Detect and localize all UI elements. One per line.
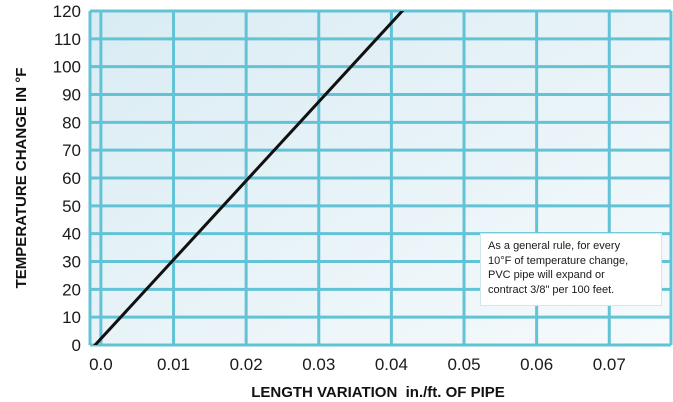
x-tick-label: 0.07	[593, 355, 626, 374]
annotation-line: As a general rule, for every	[488, 240, 621, 252]
series-line	[93, 11, 405, 345]
y-tick-label: 70	[62, 141, 81, 160]
y-tick-label: 0	[72, 336, 81, 355]
x-tick-label: 0.01	[157, 355, 190, 374]
x-tick-label: 0.0	[89, 355, 113, 374]
y-tick-label: 80	[62, 113, 81, 132]
x-tick-label: 0.04	[375, 355, 408, 374]
annotation-line: contract 3/8" per 100 feet.	[488, 283, 615, 296]
y-tick-label: 30	[62, 253, 81, 272]
y-tick-label: 120	[53, 2, 81, 21]
y-tick-label: 50	[62, 197, 81, 216]
y-tick-label: 60	[62, 169, 81, 188]
x-axis-label: LENGTH VARIATION in./ft. OF PIPE	[251, 384, 505, 401]
y-tick-label: 10	[62, 308, 81, 327]
x-tick-label: 0.06	[520, 355, 553, 374]
y-tick-label: 20	[62, 280, 81, 299]
y-tick-label: 100	[53, 58, 81, 77]
y-tick-label: 110	[54, 30, 81, 49]
y-axis-label: TEMPERATURE CHANGE IN °F	[13, 68, 30, 289]
x-tick-label: 0.05	[447, 355, 480, 374]
y-tick-labels: 0 10 20 30 40 50 60 70 80 90 100 110 120	[53, 2, 81, 355]
y-tick-label: 90	[62, 86, 81, 105]
grid	[88, 9, 673, 347]
annotation-line: PVC pipe will expand or	[488, 269, 605, 281]
annotation-line: 10°F of temperature change,	[488, 254, 629, 267]
annotation-box: As a general rule, for every 10°F of tem…	[480, 233, 662, 306]
x-tick-label: 0.02	[230, 355, 263, 374]
y-tick-label: 40	[62, 225, 81, 244]
x-tick-labels: 0.0 0.01 0.02 0.03 0.04 0.05 0.06 0.07	[89, 355, 626, 374]
series-layer	[93, 11, 405, 345]
x-tick-label: 0.03	[302, 355, 335, 374]
